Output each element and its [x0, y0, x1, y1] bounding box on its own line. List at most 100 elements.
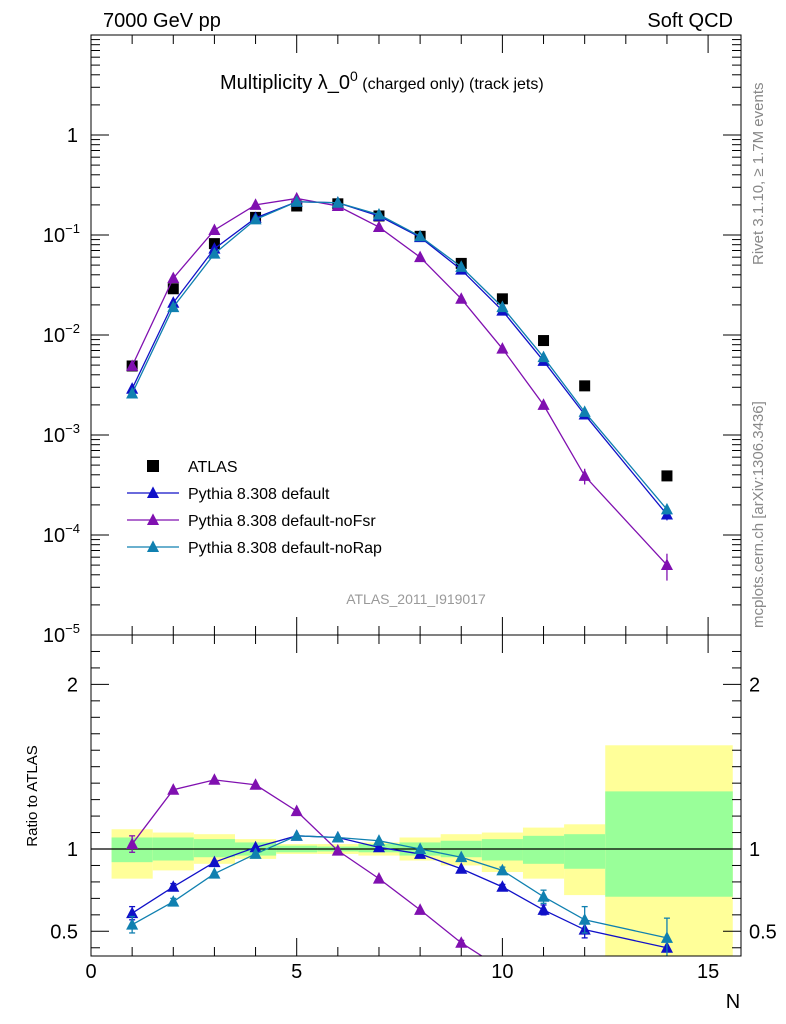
pythia-8-308-default-norap-marker — [126, 386, 139, 399]
pythia-8-308-default-norap-marker — [496, 300, 509, 313]
ratio-pythia-8-308-default-norap-marker — [208, 867, 221, 879]
x-tick-label: 0 — [85, 961, 96, 983]
ratio-pythia-8-308-default-nofsr-marker — [208, 773, 221, 785]
ratio-pythia-8-308-default-nofsr-marker — [167, 783, 180, 795]
legend-entry-label: Pythia 8.308 default-noRap — [188, 540, 382, 557]
pythia-8-308-default-norap-marker — [249, 212, 262, 225]
pythia-8-308-default-nofsr-marker — [455, 292, 468, 304]
atlas-data-point — [167, 283, 179, 295]
mcplots-reference-label: mcplots.cern.ch [arXiv:1306.3436] — [750, 401, 767, 628]
ratio-y-tick-label: 2 — [67, 674, 78, 696]
ratio-uncertainty-band-inner — [481, 839, 523, 861]
ratio-pythia-8-308-default-marker — [208, 855, 221, 868]
ratio-pythia-8-308-default-nofsr-marker — [372, 872, 386, 884]
atlas-data-point — [496, 293, 508, 305]
main-y-tick-label: 10−4 — [43, 521, 80, 547]
ratio-pythia-8-308-default-norap-marker — [578, 913, 591, 925]
pythia-8-308-default-nofsr-marker — [167, 271, 180, 284]
ratio-pythia-8-308-default-nofsr-marker — [249, 778, 262, 790]
ratio-pythia-8-308-default-norap-marker — [537, 890, 550, 902]
ratio-pythia-8-308-default-norap-marker — [331, 830, 344, 843]
pythia-8-308-default-norap-marker — [660, 502, 673, 515]
pythia-8-308-default-norap-marker — [578, 405, 591, 417]
pythia-8-308-default-norap-marker — [331, 196, 344, 208]
main-plot-panel: 10−5 10−4 10−3 10−2 10−1 1 Multiplicity λ_00 … — [43, 34, 742, 956]
pythia-8-308-default-nofsr-marker — [208, 223, 221, 236]
ratio-pythia-8-308-default-nofsr-marker — [455, 936, 468, 948]
ratio-pythia-8-308-default-marker — [167, 880, 180, 892]
pythia-8-308-default-norap-marker — [290, 195, 303, 207]
main-y-tick-label: 10−5 — [43, 621, 80, 647]
ratio-y-tick-label: 0.5 — [50, 921, 78, 943]
main-y-tick-label: 10−1 — [43, 221, 80, 247]
rivet-version-label: Rivet 3.1.10, ≥ 1.7M events — [750, 83, 767, 266]
ratio-pythia-8-308-default-marker — [249, 840, 262, 853]
atlas-data-point — [661, 470, 673, 482]
pythia-8-308-default-norap-marker — [455, 260, 468, 272]
ratio-plot-frame — [90, 634, 742, 957]
legend-triangle-marker — [146, 513, 160, 525]
ratio-pythia-8-308-default-marker — [455, 862, 468, 874]
pythia-8-308-default-norap-marker — [372, 207, 386, 220]
ratio-pythia-8-308-default-marker — [372, 840, 386, 853]
ratio-pythia-8-308-default-norap-marker — [455, 850, 468, 863]
ratio-pythia-8-308-default-nofsr-marker — [290, 804, 303, 817]
main-plot-title: Multiplicity λ_00 (charged only) (track … — [220, 68, 544, 94]
ratio-pythia-8-308-default-marker — [126, 906, 139, 919]
ratio-y-tick-label-right: 0.5 — [749, 921, 777, 943]
legend: ATLAS Pythia 8.308 default Pythia 8.308 de… — [127, 459, 382, 557]
pythia-8-308-default-nofsr-marker — [414, 250, 427, 263]
pythia-8-308-default-norap-marker — [208, 247, 221, 259]
legend-triangle-marker — [146, 486, 160, 498]
legend-entry-label: Pythia 8.308 default — [188, 486, 330, 503]
atlas-data-point — [538, 335, 550, 347]
ratio-y-axis-label: Ratio to ATLAS — [24, 745, 41, 846]
pythia-8-308-default-norap-marker — [167, 300, 180, 313]
legend-triangle-marker — [146, 540, 160, 552]
ratio-pythia-8-308-default-marker — [496, 880, 509, 892]
ratio-y-tick-label-right: 2 — [749, 674, 760, 696]
pythia-8-308-default-nofsr-marker — [496, 342, 509, 354]
ratio-pythia-8-308-default-nofsr-marker — [331, 844, 344, 856]
main-y-tick-label: 10−3 — [43, 421, 80, 447]
ratio-plot-panel: 0.5 0.5 1 1 2 2 0 5 10 15 Ratio to ATLAS N — [24, 634, 777, 1013]
pythia-8-308-default-norap-marker — [414, 229, 427, 242]
analysis-watermark: ATLAS_2011_I919017 — [346, 591, 486, 607]
ratio-uncertainty-band-inner — [564, 834, 606, 869]
ratio-pythia-8-308-default-norap-marker — [660, 931, 673, 943]
ratio-pythia-8-308-default-norap-marker — [414, 842, 427, 854]
pythia-8-308-default-nofsr-marker — [660, 558, 673, 571]
legend-entry-label: ATLAS — [188, 459, 238, 476]
legend-entry-label: Pythia 8.308 default-noFsr — [188, 513, 376, 530]
pythia-8-308-default-nofsr-marker — [578, 469, 591, 481]
x-tick-label: 5 — [291, 961, 302, 983]
ratio-pythia-8-308-default-norap-marker — [372, 834, 386, 846]
header-right: Soft QCD — [647, 10, 733, 32]
ratio-y-tick-label-right: 1 — [749, 839, 760, 861]
x-tick-label: 10 — [491, 961, 513, 983]
x-axis-label: N — [726, 991, 740, 1013]
ratio-pythia-8-308-default-nofsr-marker — [414, 903, 427, 915]
pythia-8-308-default-nofsr-marker — [126, 359, 139, 371]
ratio-pythia-8-308-default-norap-marker — [496, 863, 509, 876]
atlas-data-point — [579, 380, 591, 392]
main-y-tick-label: 1 — [67, 125, 78, 147]
ratio-uncertainty-band-inner — [605, 791, 733, 897]
main-y-tick-label: 10−2 — [43, 321, 80, 347]
ratio-uncertainty-band-inner — [522, 835, 565, 864]
pythia-8-308-default-nofsr-marker — [537, 398, 550, 410]
legend-atlas-marker — [147, 460, 159, 472]
ratio-pythia-8-308-default-norap-marker — [249, 847, 262, 859]
ratio-pythia-8-308-default-marker — [537, 903, 550, 915]
ratio-uncertainty-band-inner — [193, 839, 235, 858]
pythia-8-308-default-nofsr-marker — [249, 198, 262, 210]
pythia-8-308-default-norap-marker — [537, 350, 550, 363]
ratio-pythia-8-308-default-norap-marker — [290, 829, 303, 841]
ratio-pythia-8-308-default-nofsr-marker — [126, 837, 139, 850]
x-tick-label: 15 — [697, 961, 719, 983]
pythia-8-308-default-nofsr-marker — [372, 220, 386, 233]
ratio-y-tick-label: 1 — [67, 839, 78, 861]
ratio-pythia-8-308-default-norap-marker — [126, 918, 139, 930]
ratio-pythia-8-308-default-norap-marker — [167, 895, 180, 907]
